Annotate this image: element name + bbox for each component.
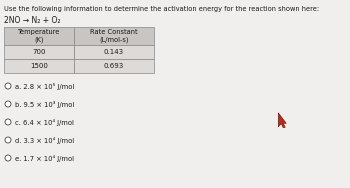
FancyBboxPatch shape [4, 45, 74, 59]
FancyBboxPatch shape [74, 45, 154, 59]
FancyBboxPatch shape [74, 59, 154, 73]
Circle shape [5, 83, 11, 89]
Polygon shape [278, 113, 286, 128]
Text: a. 2.8 × 10⁵ J/mol: a. 2.8 × 10⁵ J/mol [15, 83, 74, 89]
Text: b. 9.5 × 10³ J/mol: b. 9.5 × 10³ J/mol [15, 101, 74, 108]
Text: d. 3.3 × 10⁴ J/mol: d. 3.3 × 10⁴ J/mol [15, 136, 74, 143]
Text: 0.693: 0.693 [104, 63, 124, 69]
Circle shape [5, 119, 11, 125]
FancyBboxPatch shape [4, 59, 74, 73]
Text: 1500: 1500 [30, 63, 48, 69]
Circle shape [5, 155, 11, 161]
Text: e. 1.7 × 10⁴ J/mol: e. 1.7 × 10⁴ J/mol [15, 155, 74, 161]
Circle shape [5, 137, 11, 143]
Text: Rate Constant
(L/mol-s): Rate Constant (L/mol-s) [90, 29, 138, 43]
Text: Temperature
(K): Temperature (K) [18, 29, 60, 43]
Text: 2NO → N₂ + O₂: 2NO → N₂ + O₂ [4, 16, 61, 25]
Text: Use the following information to determine the activation energy for the reactio: Use the following information to determi… [4, 6, 319, 12]
FancyBboxPatch shape [74, 27, 154, 45]
FancyBboxPatch shape [4, 27, 74, 45]
Circle shape [5, 101, 11, 107]
Text: 700: 700 [32, 49, 46, 55]
Text: 0.143: 0.143 [104, 49, 124, 55]
Text: c. 6.4 × 10⁴ J/mol: c. 6.4 × 10⁴ J/mol [15, 118, 74, 126]
